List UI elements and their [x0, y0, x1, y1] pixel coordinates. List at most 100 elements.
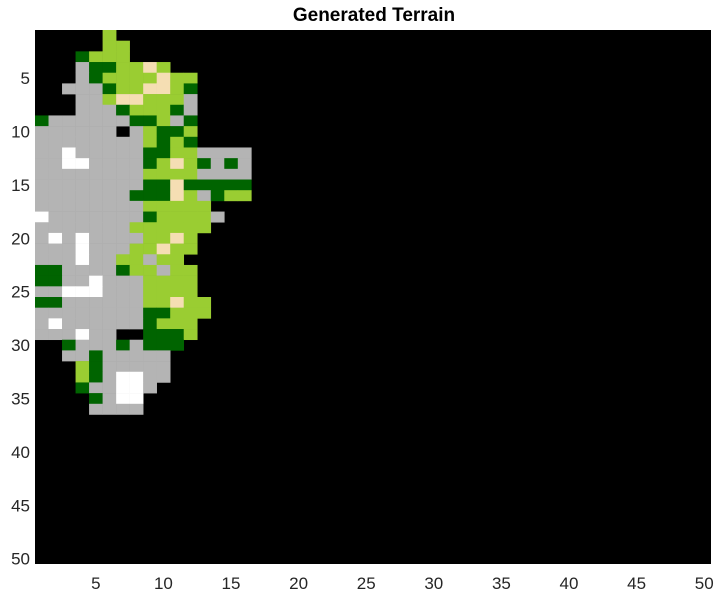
heatmap-cell-rock	[35, 318, 49, 330]
y-tick-label: 5	[21, 69, 30, 88]
heatmap-cell-grassland	[183, 190, 198, 202]
heatmap-cell-rock	[75, 275, 90, 287]
heatmap-cell-rock	[89, 200, 103, 212]
heatmap-cell-grassland	[129, 264, 144, 276]
heatmap-cell-rock	[62, 232, 76, 244]
heatmap-cell-snow	[129, 371, 144, 383]
heatmap-cell-forest	[156, 136, 171, 148]
heatmap-cell-rock	[129, 350, 144, 362]
heatmap-cell-rock	[89, 158, 103, 170]
heatmap-cell-forest	[129, 190, 144, 202]
heatmap-cell-rock	[210, 168, 225, 180]
heatmap-cell-rock	[116, 361, 130, 373]
heatmap-cell-forest	[48, 275, 63, 287]
heatmap-cell-forest	[170, 339, 185, 351]
heatmap-cell-grassland	[183, 158, 198, 170]
heatmap-cell-grassland	[183, 243, 198, 255]
heatmap-cell-rock	[62, 222, 76, 234]
heatmap-cell-grassland	[237, 190, 252, 202]
heatmap-cell-rock	[129, 168, 144, 180]
heatmap-cell-rock	[143, 254, 157, 266]
heatmap-cell-rock	[183, 104, 198, 116]
heatmap-cell-rock	[48, 115, 63, 127]
heatmap-cell-rock	[237, 147, 252, 159]
heatmap-cell-rock	[116, 275, 130, 287]
y-tick-label: 45	[11, 496, 30, 515]
heatmap-cell-rock	[116, 297, 130, 308]
heatmap-cell-rock	[62, 211, 76, 223]
heatmap-cell-rock	[62, 200, 76, 212]
heatmap-cell-forest	[170, 104, 185, 116]
heatmap-cell-rock	[116, 286, 130, 298]
heatmap-cell-sand	[143, 62, 157, 74]
heatmap-cell-rock	[129, 297, 144, 308]
heatmap-cell-rock	[62, 83, 76, 95]
heatmap-cell-grassland	[183, 222, 198, 234]
heatmap-cell-grassland	[156, 62, 171, 74]
heatmap-cell-forest	[62, 339, 76, 351]
heatmap-cell-rock	[62, 329, 76, 341]
heatmap-cell-sand	[156, 83, 171, 95]
heatmap-cell-grassland	[197, 307, 212, 319]
heatmap-cell-rock	[102, 254, 117, 266]
heatmap-cell-rock	[48, 147, 63, 159]
heatmap-cell-snow	[62, 158, 76, 170]
heatmap-cell-grassland	[143, 264, 157, 276]
heatmap-cell-rock	[89, 126, 103, 138]
heatmap-cell-rock	[75, 126, 90, 138]
x-tick-label: 30	[424, 574, 443, 593]
chart-title: Generated Terrain	[293, 5, 455, 26]
heatmap-cell-rock	[89, 94, 103, 106]
heatmap-cell-rock	[89, 136, 103, 148]
heatmap-cell-rock	[197, 190, 212, 202]
heatmap-cell-grassland	[129, 243, 144, 255]
heatmap-cell-rock	[75, 94, 90, 106]
heatmap-cell-rock	[102, 190, 117, 202]
heatmap-cell-sand	[170, 232, 185, 244]
heatmap-cell-rock	[156, 350, 171, 362]
heatmap-cell-rock	[35, 307, 49, 319]
heatmap-cell-grassland	[170, 254, 185, 266]
heatmap-cell-forest	[143, 179, 157, 191]
heatmap-cell-grassland	[170, 72, 185, 84]
heatmap-cell-rock	[102, 403, 117, 415]
heatmap-cell-rock	[116, 147, 130, 159]
heatmap-cell-forest	[89, 361, 103, 373]
heatmap-cell-rock	[102, 318, 117, 330]
heatmap-cell-forest	[48, 264, 63, 276]
heatmap-cell-forest	[156, 126, 171, 138]
heatmap-cell-forest	[156, 329, 171, 341]
y-axis-ticks: 5 10 15 20 25 30 35 40 45 50	[11, 69, 30, 569]
heatmap-cell-rock	[35, 329, 49, 341]
heatmap-cell-rock	[102, 232, 117, 244]
heatmap-cell-rock	[75, 307, 90, 319]
heatmap-cell-rock	[48, 126, 63, 138]
heatmap-cell-rock	[75, 318, 90, 330]
heatmap-cell-forest	[102, 83, 117, 95]
heatmap-cell-forest	[143, 339, 157, 351]
heatmap-cell-rock	[35, 126, 49, 138]
heatmap-cell-rock	[75, 168, 90, 180]
heatmap-cell-rock	[102, 329, 117, 341]
heatmap-cell-snow	[75, 329, 90, 341]
heatmap-cell-rock	[116, 190, 130, 202]
heatmap-cell-rock	[102, 147, 117, 159]
heatmap-cell-rock	[197, 168, 212, 180]
heatmap-cell-rock	[75, 200, 90, 212]
y-tick-label: 35	[11, 390, 30, 409]
heatmap-cell-rock	[89, 403, 103, 415]
heatmap-cell-forest	[224, 158, 239, 170]
heatmap-cell-rock	[62, 275, 76, 287]
heatmap-cell-sand	[170, 297, 185, 308]
heatmap-cell-forest	[170, 126, 185, 138]
heatmap-cell-snow	[48, 232, 63, 244]
heatmap-cell-grassland	[156, 211, 171, 223]
heatmap-cell-forest	[116, 339, 130, 351]
heatmap-cell-grassland	[183, 297, 198, 308]
x-tick-label: 40	[560, 574, 579, 593]
heatmap-cell-rock	[89, 254, 103, 266]
heatmap-cell-forest	[210, 179, 225, 191]
heatmap-cell-sand	[129, 94, 144, 106]
heatmap-cell-rock	[89, 297, 103, 308]
heatmap-cell-rock	[48, 158, 63, 170]
